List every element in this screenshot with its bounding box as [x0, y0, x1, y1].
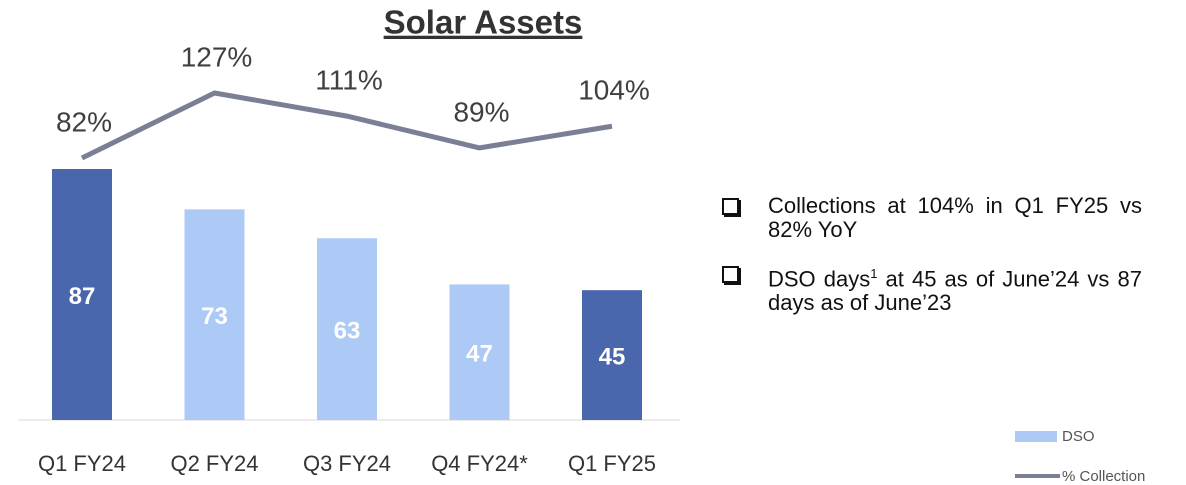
line-value-label: 89% [453, 96, 509, 127]
bar-value-label: 73 [201, 303, 228, 330]
bar-value-label: 87 [69, 283, 96, 310]
bar-value-label: 47 [466, 341, 493, 368]
bar [52, 169, 112, 420]
checkbox [722, 198, 739, 215]
x-tick-label: Q1 FY25 [568, 451, 656, 476]
bar [184, 209, 245, 420]
bar-value-label: 63 [334, 317, 361, 344]
note: Collections at 104% in Q1 FY25 vs 82% Yo… [718, 194, 1142, 242]
note: DSO days1 at 45 as of June’24 vs 87 days… [718, 262, 1142, 315]
bar [317, 238, 377, 420]
line-value-label: 127% [181, 41, 253, 72]
x-tick-label: Q1 FY24 [38, 451, 126, 476]
bar [449, 284, 510, 420]
note-text: DSO days [768, 266, 871, 292]
bar-value-label: 45 [599, 343, 626, 370]
footnote-mark: 1 [870, 266, 878, 281]
x-tick-label: Q3 FY24 [303, 451, 391, 476]
notes: Collections at 104% in Q1 FY25 vs 82% Yo… [718, 194, 1142, 335]
note-text: at 45 as of June’24 vs 87 days as of Jun… [768, 266, 1142, 316]
legend-label: DSO [1062, 428, 1095, 445]
line-value-label: 104% [578, 75, 650, 106]
bar [582, 290, 642, 420]
legend-swatch [1015, 431, 1057, 442]
line-value-label: 111% [315, 65, 382, 96]
checkbox [722, 266, 739, 283]
chart-title: Solar Assets [384, 4, 583, 41]
x-tick-label: Q4 FY24* [431, 451, 528, 476]
legend-label: % Collection [1062, 468, 1145, 485]
note-text: Collections at 104% in Q1 FY25 vs 82% Yo… [768, 193, 1142, 242]
line-value-label: 82% [56, 106, 112, 137]
line [80, 90, 613, 161]
x-tick-label: Q2 FY24 [170, 451, 258, 476]
